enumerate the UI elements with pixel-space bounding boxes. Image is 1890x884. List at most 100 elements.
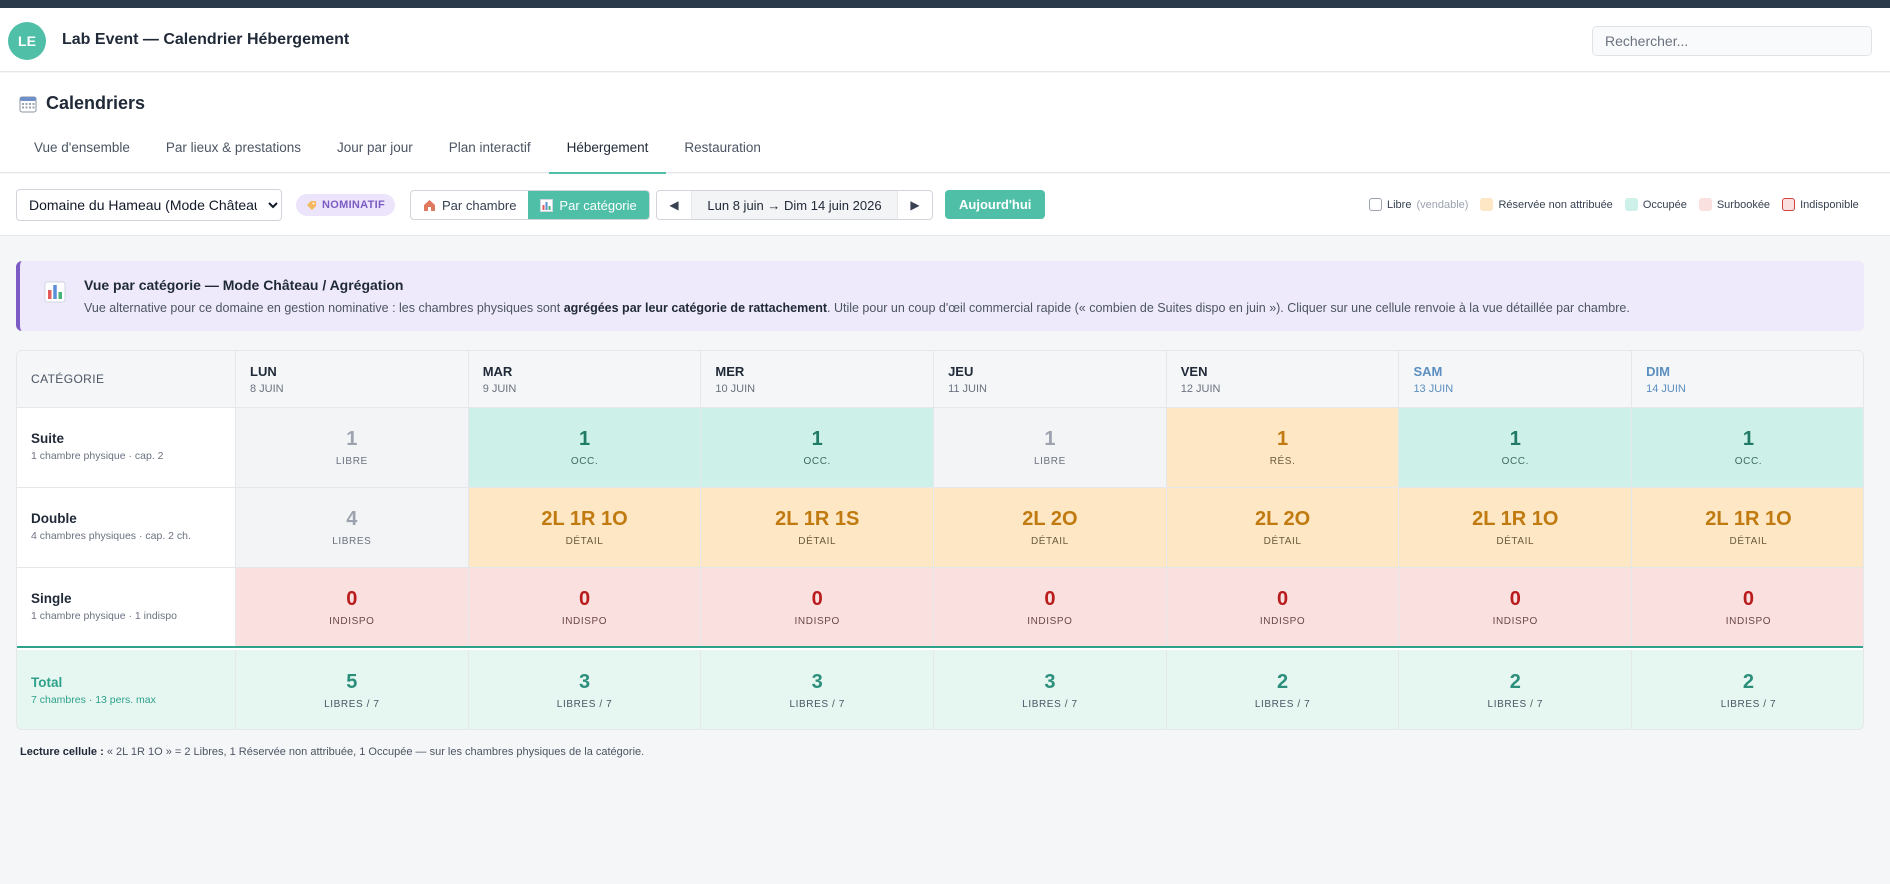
total-label: LIBRES / 7	[556, 699, 613, 710]
next-week-button[interactable]: ▶	[910, 198, 920, 212]
day-header: LUN 8 JUIN	[236, 351, 469, 407]
availability-cell[interactable]: 2L 2O DÉTAIL	[1166, 488, 1400, 567]
cell-value: 0	[578, 587, 591, 610]
legend-surbookee: Surbookée	[1698, 198, 1771, 211]
category-details: 4 chambres physiques · cap. 2 ch.	[31, 530, 191, 542]
availability-cell[interactable]: 4 LIBRES	[236, 488, 469, 567]
availability-cell[interactable]: 2L 1R 1O DÉTAIL	[1632, 488, 1863, 567]
tab-lieux-prestations[interactable]: Par lieux & prestations	[165, 140, 301, 155]
availability-cell[interactable]: 0 INDISPO	[1399, 568, 1633, 646]
availability-cell[interactable]: 2L 1R 1O DÉTAIL	[1399, 488, 1633, 567]
category-column-header: CATÉGORIE	[17, 351, 236, 407]
tab-jour-par-jour[interactable]: Jour par jour	[336, 140, 413, 155]
availability-cell[interactable]: 1 OCC.	[468, 408, 702, 487]
total-label: LIBRES / 7	[1254, 699, 1311, 710]
search-input[interactable]	[1592, 26, 1872, 56]
total-value: 5	[346, 671, 358, 693]
cell-value: 0	[1044, 587, 1056, 610]
legend-indisponible-label: Indisponible	[1800, 198, 1859, 211]
category-row-single: Single 1 chambre physique · 1 indispo 0 IN…	[17, 568, 1863, 648]
grid-header-row: CATÉGORIE LUN 8 JUIN MAR 9 JUIN MER 10 JUIN…	[17, 351, 1863, 408]
cell-label: OCC.	[803, 456, 831, 467]
bar-chart-icon	[540, 198, 554, 212]
total-label: LIBRES / 7	[1487, 699, 1544, 710]
cell-label: INDISPO	[1259, 615, 1306, 627]
category-details: 1 chambre physique · cap. 2	[31, 450, 164, 462]
calendar-icon	[19, 96, 37, 113]
view-by-category-button[interactable]: Par catégorie	[528, 191, 649, 219]
total-details: 7 chambres · 13 pers. max	[31, 694, 156, 706]
today-button[interactable]: Aujourd'hui	[945, 190, 1046, 219]
day-date: 9 JUIN	[482, 383, 517, 395]
day-name: LUN	[250, 364, 277, 379]
venue-select[interactable]: Domaine du Hameau (Mode Château)	[16, 189, 282, 221]
category-label-cell: Double 4 chambres physiques · cap. 2 ch.	[17, 488, 236, 567]
availability-cell[interactable]: 0 INDISPO	[236, 568, 469, 646]
total-cell: 2 LIBRES / 7	[1632, 650, 1863, 729]
tab-bar: Vue d'ensemble Par lieux & prestations J…	[16, 123, 779, 174]
cell-label: DÉTAIL	[1030, 536, 1069, 547]
total-value: 2	[1277, 671, 1289, 693]
tab-hebergement[interactable]: Hébergement	[548, 123, 667, 174]
cell-label: INDISPO	[1492, 615, 1538, 627]
legend-swatch-occupee	[1624, 198, 1638, 211]
view-by-room-button[interactable]: Par chambre	[411, 191, 528, 219]
view-by-room-label: Par chambre	[442, 197, 517, 213]
category-row-suite: Suite 1 chambre physique · cap. 2 1 LIBRE …	[17, 408, 1863, 488]
cell-label: INDISPO	[329, 615, 375, 627]
availability-cell[interactable]: 0 INDISPO	[1632, 568, 1863, 646]
cell-label: LIBRES	[332, 536, 372, 547]
tab-plan-interactif[interactable]: Plan interactif	[448, 140, 531, 155]
cell-label: DÉTAIL	[1496, 536, 1535, 547]
availability-cell[interactable]: 2L 2O DÉTAIL	[934, 488, 1167, 567]
availability-cell[interactable]: 1 LIBRE	[236, 408, 469, 487]
day-date: 13 JUIN	[1413, 383, 1454, 395]
toolbar: Domaine du Hameau (Mode Château) NOMINAT…	[0, 174, 1890, 236]
cell-label: INDISPO	[1725, 615, 1772, 627]
footnote-label: Lecture cellule :	[20, 746, 104, 758]
page-header: Calendriers Vue d'ensemble Par lieux & p…	[0, 73, 1890, 174]
info-text-bold: agrégées par leur catégorie de rattachem…	[563, 301, 827, 315]
page-title: Calendriers	[46, 93, 146, 113]
availability-cell[interactable]: 0 INDISPO	[468, 568, 702, 646]
cell-value: 1	[578, 428, 591, 450]
availability-cell[interactable]: 1 OCC.	[701, 408, 935, 487]
day-header: JEU 11 JUIN	[934, 351, 1167, 407]
info-title: Vue par catégorie — Mode Château / Agrég…	[84, 277, 404, 293]
total-cell: 2 LIBRES / 7	[1399, 650, 1633, 729]
availability-cell[interactable]: 0 INDISPO	[701, 568, 935, 646]
availability-cell[interactable]: 1 RÉS.	[1166, 408, 1400, 487]
category-name: Single	[31, 591, 72, 606]
avatar[interactable]: LE	[8, 22, 46, 60]
availability-cell[interactable]: 2L 1R 1S DÉTAIL	[701, 488, 935, 567]
availability-cell[interactable]: 0 INDISPO	[934, 568, 1167, 646]
total-label: LIBRES / 7	[1022, 699, 1078, 710]
tab-restauration[interactable]: Restauration	[684, 140, 761, 155]
legend-surbookee-label: Surbookée	[1716, 198, 1771, 211]
availability-cell[interactable]: 0 INDISPO	[1166, 568, 1400, 646]
app-title: Lab Event — Calendrier Hébergement	[62, 31, 350, 48]
total-cell: 3 LIBRES / 7	[469, 650, 702, 729]
cell-value: 2L 1R 1S	[775, 508, 860, 530]
view-by-category-label: Par catégorie	[559, 197, 637, 213]
day-date: 12 JUIN	[1180, 383, 1221, 395]
cell-label: LIBRE	[1033, 456, 1066, 467]
cell-value: 2L 1R 1O	[1472, 508, 1559, 530]
legend-libre: Libre (vendable)	[1369, 198, 1468, 211]
category-name: Double	[31, 511, 77, 526]
tab-vue-ensemble[interactable]: Vue d'ensemble	[34, 140, 130, 155]
prev-week-button[interactable]: ◀	[669, 198, 679, 212]
date-range: Lun 8 juin → Dim 14 juin 2026	[691, 191, 898, 219]
cell-label: RÉS.	[1269, 456, 1296, 467]
legend-swatch-libre	[1369, 198, 1382, 211]
category-grid: CATÉGORIE LUN 8 JUIN MAR 9 JUIN MER 10 JUIN…	[16, 350, 1864, 730]
availability-cell[interactable]: 2L 1R 1O DÉTAIL	[468, 488, 702, 567]
info-text-start: Vue alternative pour ce domaine en gesti…	[84, 301, 564, 315]
day-name: SAM	[1413, 364, 1443, 379]
availability-cell[interactable]: 1 OCC.	[1399, 408, 1633, 487]
legend-swatch-surbookee	[1698, 198, 1712, 211]
legend-libre-note: (vendable)	[1416, 198, 1469, 211]
total-name: Total	[31, 675, 63, 690]
availability-cell[interactable]: 1 OCC.	[1632, 408, 1863, 487]
availability-cell[interactable]: 1 LIBRE	[934, 408, 1167, 487]
